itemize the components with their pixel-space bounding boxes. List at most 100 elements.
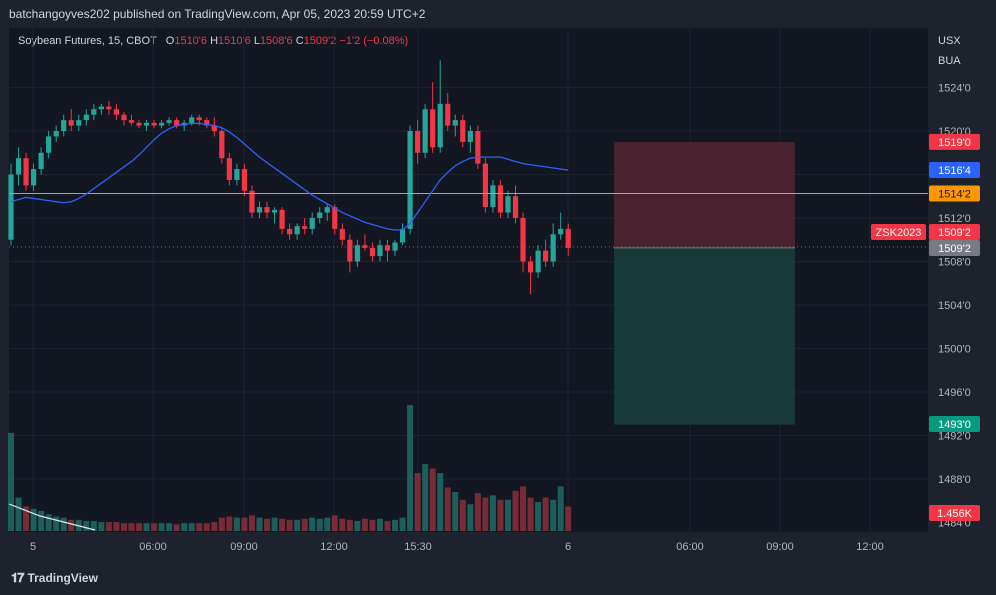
volume-bar [218, 517, 225, 531]
volume-bar [467, 504, 474, 531]
candle-body [53, 131, 59, 137]
volume-bar [113, 522, 120, 531]
candle-body [369, 247, 376, 257]
candle-body [520, 218, 526, 262]
volume-bar [45, 514, 52, 531]
candle-body [475, 131, 481, 164]
volume-bar [376, 518, 383, 531]
target-price-tag-bg [929, 416, 980, 432]
legend-open-value: 1510'6 [174, 35, 208, 47]
volume-bar [128, 523, 135, 531]
position-tool[interactable] [614, 141, 795, 425]
volume-bar [422, 464, 429, 531]
volume-bars [8, 405, 572, 531]
candle-body [30, 169, 37, 186]
legend-low-value: 1508'6 [259, 35, 293, 47]
volume-bar [361, 518, 368, 531]
entry-price-tag-bg [929, 240, 980, 256]
candle-body [166, 120, 172, 123]
volume-bar [90, 520, 97, 531]
legend-change: −1'2 (−0.08%) [339, 35, 409, 47]
candle-body [422, 109, 428, 153]
candle-body [324, 207, 330, 213]
last-price-tag-bg [929, 224, 980, 240]
volume-bar [429, 468, 436, 531]
volume-bar [294, 519, 301, 531]
overlay-lines [9, 122, 928, 248]
candle-body [490, 185, 496, 208]
volume-bar [542, 497, 549, 531]
take-profit-zone [614, 247, 795, 425]
time-tick-label: 06:00 [676, 541, 704, 553]
candle-body [271, 209, 278, 213]
time-tick-label: 09:00 [766, 541, 794, 553]
volume-bar [535, 502, 542, 531]
candle-body [234, 169, 240, 180]
volume-bar [241, 517, 248, 531]
volume-bar [15, 497, 22, 531]
time-tick-label: 12:00 [320, 541, 348, 553]
legend-high-value: 1510'6 [218, 35, 251, 47]
price-labels: 1519'0 1516'4 1514'2 ZSK2023 1509'2 1509'2 149… [871, 133, 980, 521]
time-tick-label: 06:00 [139, 541, 167, 553]
legend-close-label: C [295, 35, 304, 47]
volume-bar [173, 524, 180, 531]
candle-body [354, 245, 360, 262]
candle-body [452, 120, 458, 126]
volume-bar [233, 517, 240, 531]
price-tick-label: 1524'0 [938, 83, 971, 95]
symbol-tag: ZSK2023 [876, 227, 922, 239]
volume-bar [211, 522, 218, 531]
volume-bar [489, 495, 496, 531]
volume-bar [256, 517, 263, 531]
stop-price-tag: 1519'0 [938, 137, 971, 149]
volume-bar [550, 499, 557, 531]
price-tick-label: 1496'0 [938, 387, 971, 399]
candle-body [68, 120, 74, 126]
time-axis[interactable]: 5 06:00 09:00 12:00 15:30 6 06:00 09:00 12:00 [30, 541, 884, 553]
volume-bar [188, 523, 195, 531]
candle-body [347, 239, 353, 262]
volume-bar [369, 519, 376, 531]
volume-bar [452, 491, 459, 531]
candle-body [407, 131, 413, 229]
volume-bar [83, 520, 90, 531]
volume-bar [392, 519, 399, 531]
candle-body [98, 106, 104, 110]
footer-bar [0, 563, 996, 595]
candle-body [505, 196, 511, 213]
volume-bar [482, 497, 489, 531]
candle-body [384, 245, 391, 251]
candle-body [76, 120, 82, 126]
volume-ma-line [8, 503, 96, 531]
candle-body [543, 250, 549, 262]
volume-bar [331, 515, 338, 531]
volume-bar [557, 486, 564, 531]
volume-bar [264, 518, 271, 531]
volume-bar [324, 517, 331, 531]
volume-bar [203, 523, 210, 531]
legend-symbol: Soybean Futures, 15, CBOT [18, 35, 157, 47]
volume-bar [196, 523, 203, 531]
volume-bar [527, 497, 534, 531]
volume-bar [316, 518, 323, 531]
entry-price-tag: 1509'2 [938, 243, 971, 255]
candle-body [527, 261, 534, 273]
volume-bar [407, 405, 414, 531]
price-tick-label: 1508'0 [938, 257, 971, 269]
volume-bar [30, 508, 37, 531]
candle-body [204, 120, 210, 126]
volume-bar [286, 519, 293, 531]
price-tick-label: 1504'0 [938, 300, 971, 312]
volume-bar [151, 523, 158, 531]
candle-body [256, 207, 263, 213]
candle-body [294, 226, 300, 235]
candle-body [437, 103, 443, 148]
price-tick-label: 1512'0 [938, 213, 971, 225]
price-tick-label: 1488'0 [938, 474, 971, 486]
candle-body [143, 122, 150, 126]
time-tick-label: 5 [30, 541, 36, 553]
candle-body [23, 158, 29, 186]
candle-body [196, 117, 202, 121]
